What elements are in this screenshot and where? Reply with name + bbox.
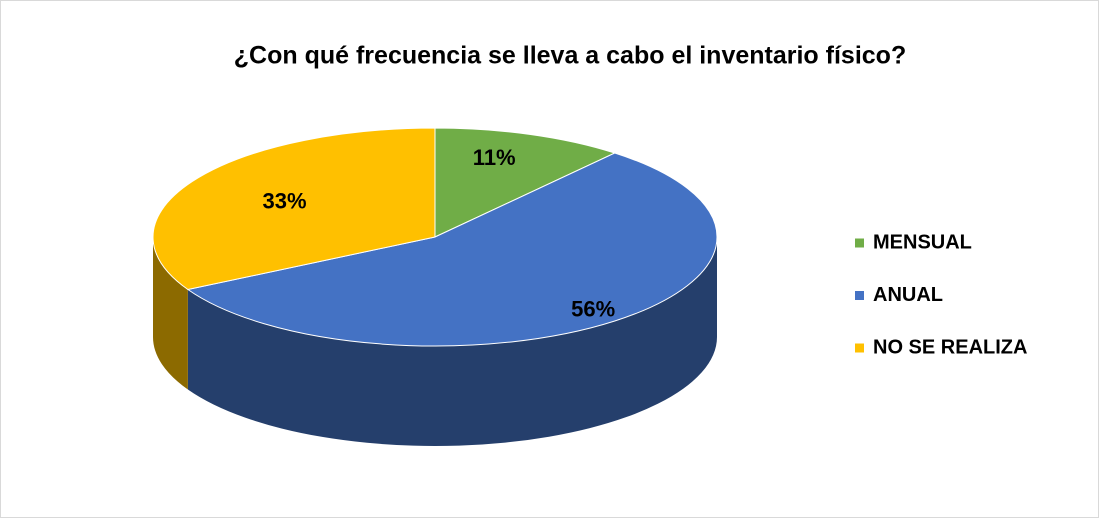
data-label: 56% bbox=[571, 297, 615, 322]
legend-label: NO SE REALIZA bbox=[873, 336, 1027, 358]
data-label: 33% bbox=[262, 188, 306, 213]
slice bbox=[434, 127, 617, 238]
slice bbox=[152, 127, 436, 291]
chart-title: ¿Con qué frecuencia se lleva a cabo el i… bbox=[234, 42, 906, 70]
legend-swatch bbox=[855, 291, 864, 300]
legend-swatch bbox=[855, 238, 864, 248]
data-label: 11% bbox=[473, 145, 516, 170]
slice-side bbox=[153, 237, 188, 390]
slice bbox=[186, 152, 718, 347]
legend-label: MENSUAL bbox=[873, 231, 972, 253]
legend-label: ANUAL bbox=[873, 284, 943, 306]
legend-swatch bbox=[855, 343, 864, 353]
slice-side bbox=[187, 237, 717, 446]
